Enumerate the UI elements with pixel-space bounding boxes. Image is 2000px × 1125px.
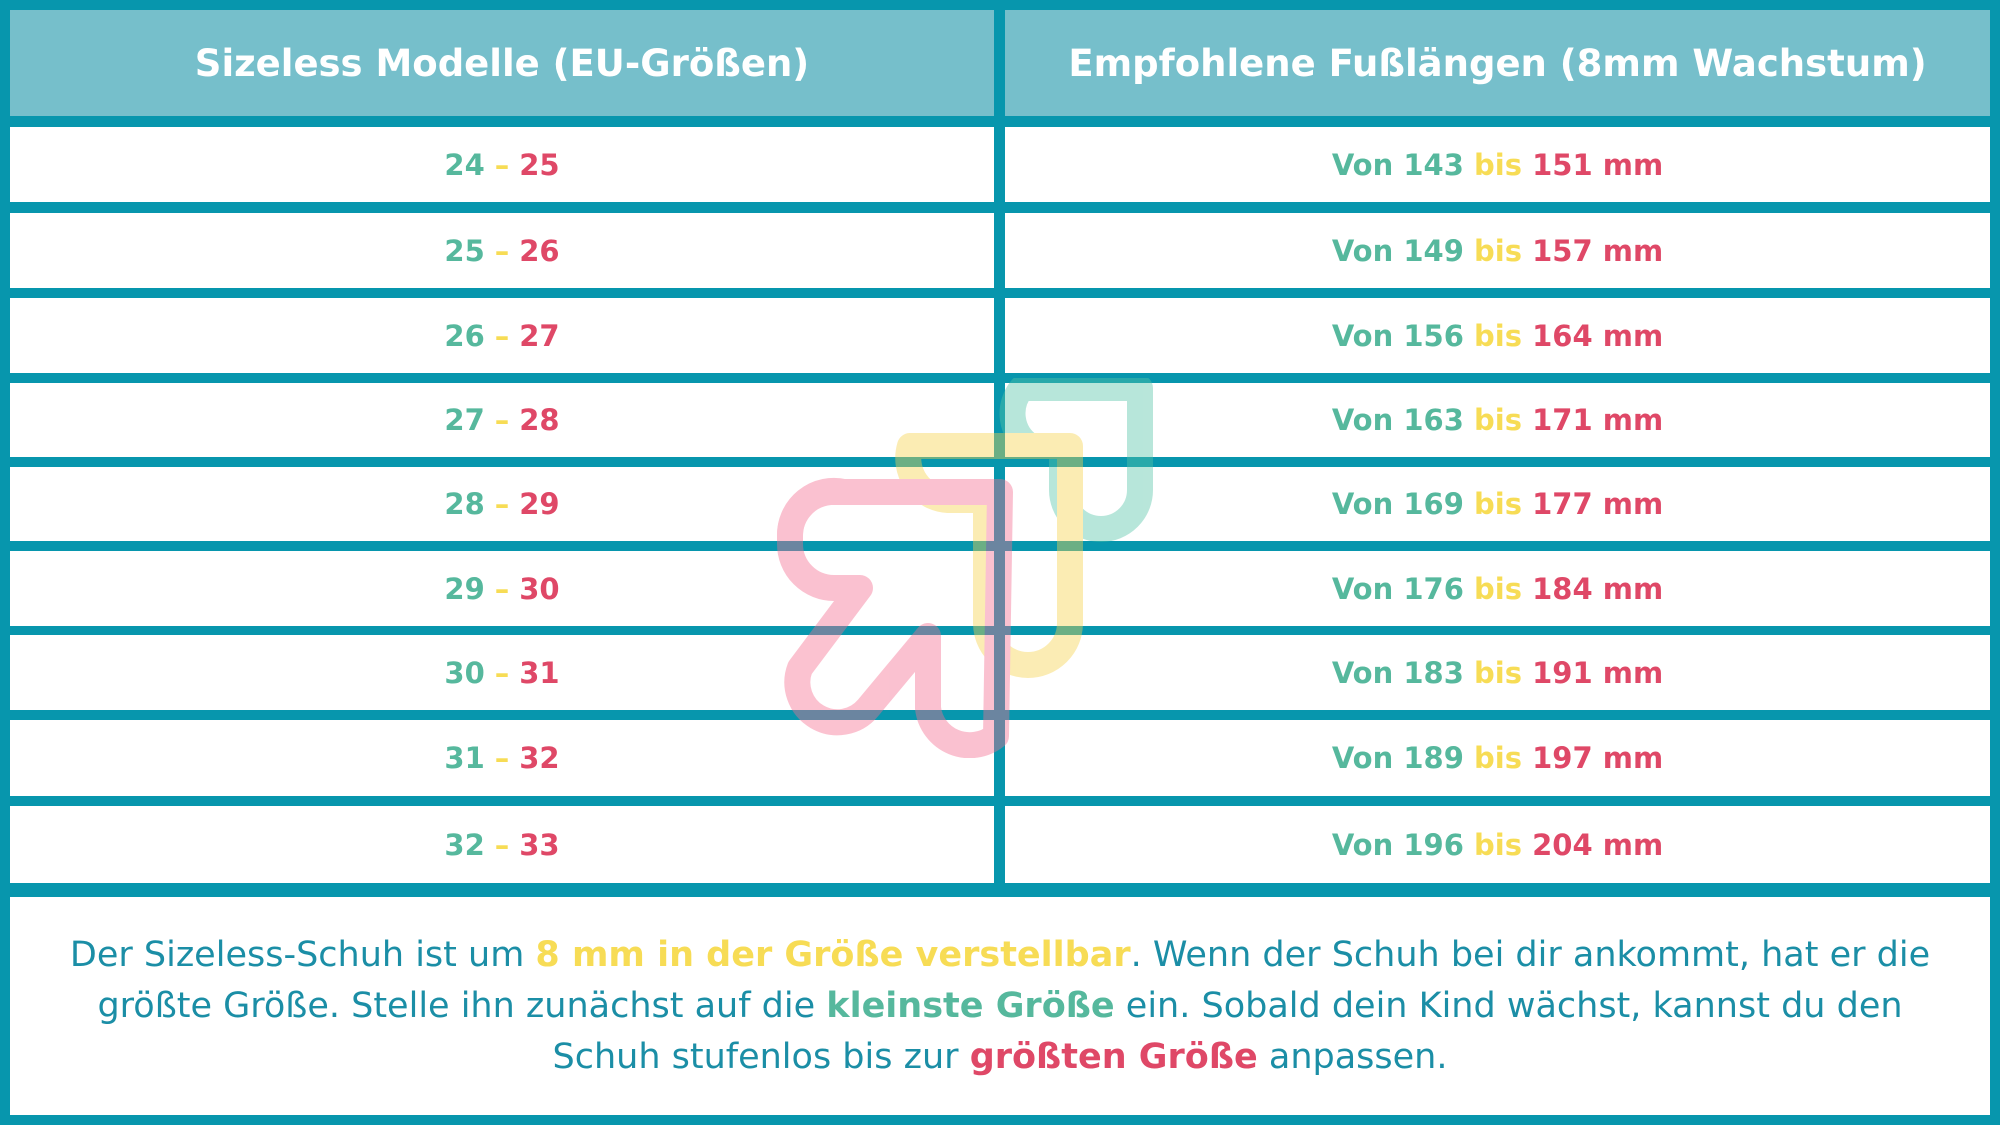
von-label: Von — [1331, 827, 1394, 862]
bis-label: bis — [1474, 655, 1522, 690]
von-label: Von — [1331, 233, 1394, 268]
length-from: 163 — [1403, 403, 1464, 437]
size-separator: – — [494, 827, 510, 862]
size-from: 31 — [444, 741, 485, 775]
size-from: 28 — [444, 487, 485, 521]
length-to: 204 — [1532, 827, 1593, 862]
length-to: 177 — [1532, 487, 1593, 521]
bis-label: bis — [1474, 827, 1522, 862]
size-cell: 24–25 — [10, 127, 994, 202]
foot-length-cell: Von 143 bis 151 mm — [1005, 127, 1990, 202]
size-to: 25 — [519, 147, 560, 182]
foot-length-cell: Von 149 bis 157 mm — [1005, 213, 1990, 288]
length-from: 176 — [1403, 571, 1464, 606]
size-cell: 25–26 — [10, 213, 994, 288]
highlight-smallest: kleinste Größe — [826, 985, 1115, 1026]
von-label: Von — [1331, 741, 1394, 775]
length-from: 156 — [1403, 318, 1464, 353]
size-to: 33 — [519, 827, 560, 862]
size-to: 30 — [519, 571, 560, 606]
size-from: 29 — [444, 571, 485, 606]
foot-length-cell: Von 163 bis 171 mm — [1005, 383, 1990, 457]
length-from: 143 — [1403, 147, 1464, 182]
size-cell: 28–29 — [10, 467, 994, 541]
foot-length-cell: Von 189 bis 197 mm — [1005, 720, 1990, 796]
bis-label: bis — [1474, 741, 1522, 775]
size-from: 30 — [444, 655, 485, 690]
highlight-largest: größten Größe — [969, 1036, 1258, 1077]
info-note: Der Sizeless-Schuh ist um 8 mm in der Gr… — [10, 897, 1990, 1115]
size-cell: 26–27 — [10, 298, 994, 373]
foot-length-cell: Von 156 bis 164 mm — [1005, 298, 1990, 373]
size-separator: – — [494, 741, 510, 775]
size-separator: – — [494, 233, 510, 268]
header-sizes: Sizeless Modelle (EU-Größen) — [10, 10, 994, 116]
highlight-adjustable: 8 mm in der Größe verstellbar — [535, 934, 1131, 975]
foot-length-cell: Von 196 bis 204 mm — [1005, 806, 1990, 883]
size-to: 28 — [519, 403, 560, 437]
size-to: 27 — [519, 318, 560, 353]
size-from: 25 — [444, 233, 485, 268]
size-cell: 30–31 — [10, 635, 994, 710]
size-separator: – — [494, 487, 510, 521]
length-unit: mm — [1602, 403, 1664, 437]
size-cell: 31–32 — [10, 720, 994, 796]
length-from: 169 — [1403, 487, 1464, 521]
size-separator: – — [494, 147, 510, 182]
von-label: Von — [1331, 318, 1394, 353]
length-to: 151 — [1532, 147, 1593, 182]
length-unit: mm — [1602, 655, 1664, 690]
length-unit: mm — [1602, 487, 1664, 521]
bis-label: bis — [1474, 403, 1522, 437]
von-label: Von — [1331, 655, 1394, 690]
size-to: 32 — [519, 741, 560, 775]
length-unit: mm — [1602, 571, 1664, 606]
size-from: 26 — [444, 318, 485, 353]
length-to: 164 — [1532, 318, 1593, 353]
size-to: 26 — [519, 233, 560, 268]
foot-length-cell: Von 176 bis 184 mm — [1005, 551, 1990, 626]
length-to: 191 — [1532, 655, 1593, 690]
length-to: 171 — [1532, 403, 1593, 437]
size-cell: 29–30 — [10, 551, 994, 626]
bis-label: bis — [1474, 487, 1522, 521]
foot-length-cell: Von 169 bis 177 mm — [1005, 467, 1990, 541]
size-separator: – — [494, 318, 510, 353]
length-unit: mm — [1602, 318, 1664, 353]
length-to: 157 — [1532, 233, 1593, 268]
bis-label: bis — [1474, 571, 1522, 606]
foot-length-cell: Von 183 bis 191 mm — [1005, 635, 1990, 710]
size-to: 31 — [519, 655, 560, 690]
length-to: 197 — [1532, 741, 1593, 775]
size-cell: 27–28 — [10, 383, 994, 457]
size-separator: – — [494, 571, 510, 606]
size-to: 29 — [519, 487, 560, 521]
bis-label: bis — [1474, 147, 1522, 182]
length-from: 189 — [1403, 741, 1464, 775]
bis-label: bis — [1474, 233, 1522, 268]
length-from: 183 — [1403, 655, 1464, 690]
size-from: 27 — [444, 403, 485, 437]
length-unit: mm — [1602, 827, 1664, 862]
length-from: 196 — [1403, 827, 1464, 862]
bis-label: bis — [1474, 318, 1522, 353]
length-from: 149 — [1403, 233, 1464, 268]
length-unit: mm — [1602, 147, 1664, 182]
length-unit: mm — [1602, 233, 1664, 268]
size-separator: – — [494, 403, 510, 437]
length-to: 184 — [1532, 571, 1593, 606]
size-from: 32 — [444, 827, 485, 862]
size-from: 24 — [444, 147, 485, 182]
header-foot-lengths: Empfohlene Fußlängen (8mm Wachstum) — [1005, 10, 1990, 116]
von-label: Von — [1331, 147, 1394, 182]
von-label: Von — [1331, 403, 1394, 437]
size-separator: – — [494, 655, 510, 690]
von-label: Von — [1331, 487, 1394, 521]
size-cell: 32–33 — [10, 806, 994, 883]
info-note-text: Der Sizeless-Schuh ist um 8 mm in der Gr… — [69, 934, 1931, 1077]
von-label: Von — [1331, 571, 1394, 606]
length-unit: mm — [1602, 741, 1664, 775]
